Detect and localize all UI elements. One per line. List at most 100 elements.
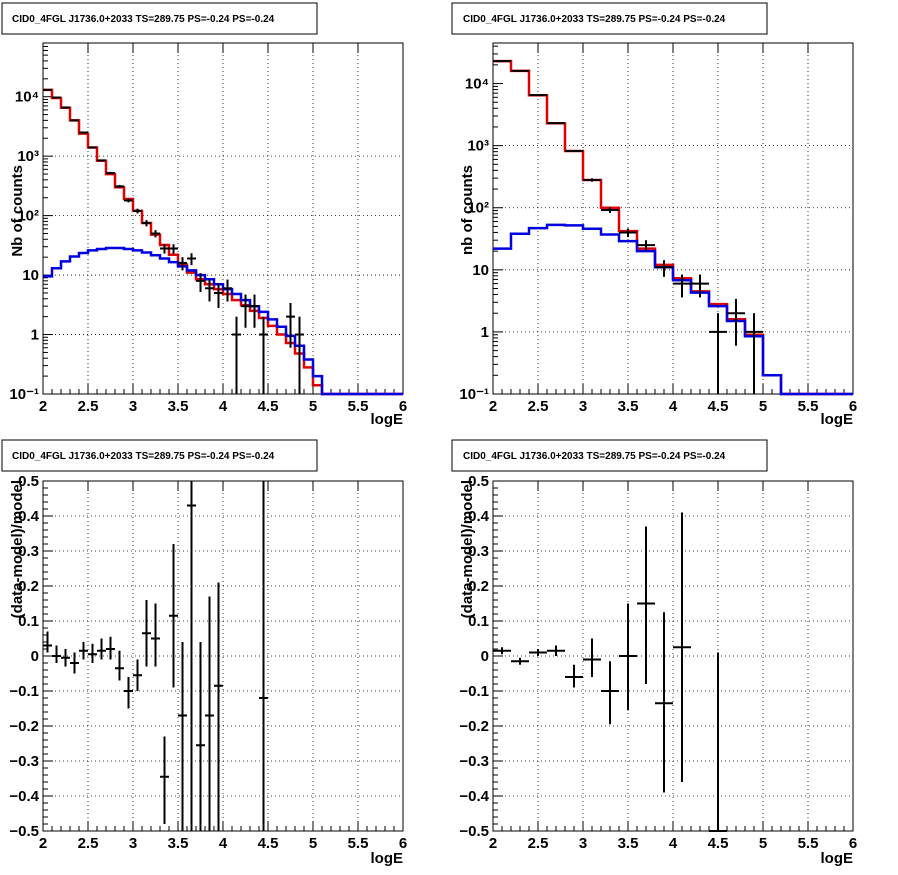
data-point — [232, 316, 241, 394]
x-tick-label: 5.5 — [348, 398, 369, 415]
y-tick-label: −0.1 — [9, 683, 39, 700]
x-tick-label: 3 — [579, 835, 587, 852]
y-tick-label: 0.5 — [18, 473, 39, 490]
x-tick-label: 2 — [39, 835, 47, 852]
y-tick-label: 10⁻¹ — [459, 386, 489, 403]
x-tick-label: 2.5 — [78, 398, 99, 415]
y-tick-label: 0.1 — [18, 613, 39, 630]
panel-title-box — [451, 2, 768, 35]
x-tick-label: 4.5 — [258, 835, 279, 852]
data-point — [511, 657, 529, 665]
data-point — [691, 274, 709, 298]
x-tick-label: 5.5 — [798, 398, 819, 415]
data-point — [214, 582, 223, 831]
x-tick-label: 4 — [219, 398, 228, 415]
data-point — [241, 294, 250, 328]
y-tick-label: 10³ — [17, 148, 39, 165]
y-tick-label: 0.2 — [18, 578, 39, 595]
data-point — [259, 316, 268, 394]
panel-bottom-left: CID0_4FGL J1736.0+2033 TS=289.75 PS=-0.2… — [1, 439, 407, 867]
y-tick-label: 10⁻¹ — [9, 386, 39, 403]
x-tick-label: 5.5 — [348, 835, 369, 852]
data-point — [673, 512, 691, 782]
x-tick-label: 3 — [579, 398, 587, 415]
x-tick-label: 5 — [759, 835, 767, 852]
data-point — [151, 603, 160, 667]
y-tick-label: 10² — [17, 208, 39, 225]
data-point — [655, 260, 673, 277]
panel-title: CID0_4FGL J1736.0+2033 TS=289.75 PS=-0.2… — [463, 14, 726, 25]
x-tick-label: 2.5 — [528, 835, 549, 852]
data-point — [70, 652, 79, 674]
x-axis-title: logE — [821, 411, 854, 428]
y-tick-label: 10 — [22, 267, 39, 284]
data-point — [187, 481, 196, 831]
data-point — [205, 279, 214, 302]
data-point — [709, 652, 727, 832]
data-point — [106, 171, 115, 175]
data-point — [124, 198, 133, 203]
data-point — [169, 244, 178, 254]
plot-area: 2 2.5 3 3.5 4 4.5 5 5.5 6 10⁻¹ 1 10 10² 10³ 10⁴ — [459, 42, 857, 415]
panel-bottom-right: CID0_4FGL J1736.0+2033 TS=289.75 PS=-0.2… — [451, 439, 857, 867]
y-tick-label: 10 — [472, 262, 489, 279]
y-tick-label: −0.1 — [459, 683, 489, 700]
x-tick-label: 6 — [399, 398, 407, 415]
y-tick-label: −0.2 — [459, 718, 489, 735]
data-point — [97, 638, 106, 660]
y-tick-label: 0.5 — [468, 473, 489, 490]
data-point — [115, 650, 124, 681]
y-tick-label: 10⁴ — [15, 89, 39, 106]
y-axis-title: (data-model)/model — [9, 480, 26, 618]
x-tick-label: 3.5 — [168, 398, 189, 415]
data-point — [88, 643, 97, 663]
y-tick-label: 0.2 — [468, 578, 489, 595]
data-point — [106, 636, 115, 660]
y-tick-label: 0.1 — [468, 613, 489, 630]
data-point — [583, 178, 601, 182]
x-tick-label: 5 — [759, 398, 767, 415]
x-axis-title: logE — [371, 411, 404, 428]
y-tick-label: 0.3 — [18, 543, 39, 560]
data-point — [178, 642, 187, 831]
data-point — [187, 253, 196, 266]
y-tick-label: −0.5 — [9, 823, 39, 840]
y-tick-label: 0.4 — [18, 508, 40, 525]
data-point — [88, 146, 97, 149]
y-tick-label: 0.3 — [468, 543, 489, 560]
x-axis-title: logE — [371, 850, 404, 867]
data-point — [223, 279, 232, 302]
data-point — [196, 642, 205, 831]
data-point — [70, 119, 79, 122]
x-tick-label: 2 — [39, 398, 47, 415]
data-point — [52, 96, 61, 99]
x-tick-label: 2 — [489, 835, 497, 852]
y-tick-label: −0.2 — [9, 718, 39, 735]
data-point — [655, 612, 673, 793]
data-point — [214, 283, 223, 308]
y-axis-title: Nb of counts — [9, 165, 26, 257]
data-point — [493, 647, 511, 655]
y-axis-title: (data-model)/model — [459, 480, 476, 618]
y-tick-label: 0 — [481, 648, 489, 665]
y-tick-label: 10³ — [467, 138, 489, 155]
plot-area: 2 2.5 3 3.5 4 4.5 5 5.5 6 10⁻¹ 1 10 10² 10³ 10⁴ — [9, 42, 407, 415]
data-point — [673, 274, 691, 298]
x-tick-label: 2 — [489, 398, 497, 415]
data-point — [142, 600, 151, 667]
x-tick-label: 3 — [129, 835, 137, 852]
x-axis-title: logE — [821, 850, 854, 867]
y-tick-label: 1 — [31, 327, 39, 344]
panel-title-box — [1, 2, 318, 35]
data-point — [529, 649, 547, 656]
y-tick-label: 10⁴ — [465, 76, 489, 93]
y-tick-label: −0.4 — [9, 788, 39, 805]
data-point — [205, 596, 214, 831]
data-point — [619, 603, 637, 711]
y-tick-label: −0.3 — [459, 753, 489, 770]
data-point — [160, 244, 169, 254]
x-tick-label: 6 — [849, 835, 857, 852]
data-point — [727, 298, 745, 346]
data-point — [151, 230, 160, 238]
